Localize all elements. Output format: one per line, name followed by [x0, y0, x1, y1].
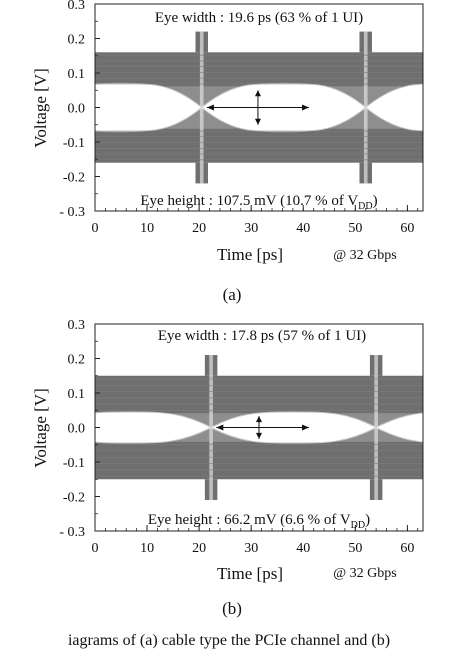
panel-label-b: (b)	[222, 599, 242, 618]
x-tick-label: 60	[400, 221, 414, 236]
y-tick-label: 0.2	[68, 33, 86, 48]
plot-area	[40, 324, 423, 531]
eye-width-annotation: Eye width : 17.8 ps (57 % of 1 UI)	[158, 328, 366, 344]
figure-caption: iagrams of (a) cable type the PCIe chann…	[68, 632, 390, 649]
y-tick-label: 0.0	[68, 422, 86, 437]
y-axis: - 0.3 -0.2 -0.1 0.0 0.1 0.2 0.3	[59, 318, 100, 540]
eye-diagram-panel-a: - 0.3-0.2-0.10.00.10.20.3 0 10 20 30 40 50 60 …	[31, 0, 424, 304]
overshoot-lower	[31, 163, 43, 184]
y-tick-label: 0.3	[68, 0, 86, 13]
y-tick-label: -0.2	[63, 171, 85, 186]
arrow-head-up	[256, 416, 262, 423]
eye-opening	[375, 412, 423, 443]
panel-label-a: (a)	[223, 285, 242, 304]
eye-height-annotation: Eye height : 107.5 mV (10.7 % of VDD)	[140, 193, 377, 212]
x-tick-label: 10	[140, 221, 154, 236]
x-tick-label: 20	[192, 221, 206, 236]
overshoot-lower	[40, 479, 52, 500]
crossing-jitter	[199, 31, 204, 184]
data-rate-label: @ 32 Gbps	[333, 248, 396, 263]
overshoot-upper	[40, 355, 52, 376]
arrow-head-up	[254, 90, 261, 97]
lower-signal-band	[95, 441, 423, 480]
y-tick-label: 0.1	[68, 67, 86, 82]
y-tick-label: -0.1	[63, 136, 85, 151]
arrow-head-right	[301, 424, 309, 431]
eye-diagram-panel-b: - 0.3-0.2-0.10.00.10.20.3 0 10 20 30 40 50 60 …	[31, 318, 424, 618]
x-tick-label: 10	[140, 541, 154, 556]
y-axis: - 0.3 -0.2 -0.1 0.0 0.1 0.2 0.3	[59, 0, 100, 220]
eye-markers	[206, 90, 309, 125]
y-tick-label: - 0.3	[59, 205, 85, 220]
y-axis-label: Voltage [V]	[31, 68, 50, 147]
y-tick-label: - 0.3	[59, 525, 85, 540]
y-tick-label: 0.0	[68, 102, 86, 117]
eye-width-annotation: Eye width : 19.6 ps (63 % of 1 UI)	[155, 10, 363, 26]
y-tick-label: -0.2	[63, 491, 85, 506]
arrow-head-down	[254, 118, 261, 125]
y-tick-label: -0.1	[63, 456, 85, 471]
arrow-head-right	[301, 104, 309, 111]
y-tick-label: 0.3	[68, 318, 86, 333]
crossing-jitter	[363, 31, 368, 184]
x-tick-label: 30	[244, 541, 258, 556]
arrow-head-left	[216, 424, 224, 431]
arrow-head-left	[206, 104, 214, 111]
x-tick-label: 0	[92, 221, 99, 236]
x-tick-label: 40	[296, 541, 310, 556]
crossing-jitter	[374, 355, 378, 500]
x-tick-label: 50	[348, 541, 362, 556]
x-axis-label: Time [ps]	[217, 245, 283, 264]
x-tick-label: 50	[348, 221, 362, 236]
data-rate-label: @ 32 Gbps	[333, 566, 396, 581]
overshoot-upper	[31, 32, 43, 53]
crossing-jitter	[209, 355, 213, 500]
eye-markers	[216, 416, 309, 439]
lower-signal-band	[95, 128, 423, 163]
eye-height-annotation: Eye height : 66.2 mV (6.6 % of VDD)	[148, 512, 370, 531]
x-tick-label: 20	[192, 541, 206, 556]
y-tick-label: 0.2	[68, 353, 86, 368]
y-tick-label: 0.1	[68, 387, 86, 402]
x-tick-label: 30	[244, 221, 258, 236]
x-tick-label: 40	[296, 221, 310, 236]
y-axis-label: Voltage [V]	[31, 388, 50, 467]
x-tick-label: 0	[92, 541, 99, 556]
upper-signal-band	[95, 52, 423, 87]
x-axis: 0 10 20 30 40 50 60	[92, 205, 419, 236]
x-axis: 0 10 20 30 40 50 60	[92, 525, 419, 556]
arrow-head-down	[256, 432, 262, 439]
x-tick-label: 60	[400, 541, 414, 556]
eye-traces	[40, 355, 423, 500]
upper-signal-band	[95, 375, 423, 414]
x-axis-label: Time [ps]	[217, 564, 283, 583]
